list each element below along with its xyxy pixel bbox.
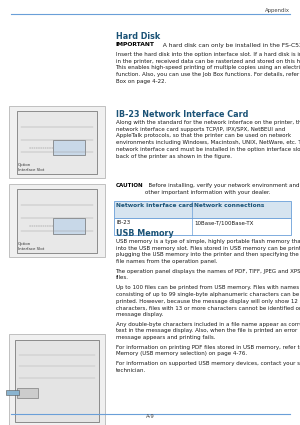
Text: Up to 100 files can be printed from USB memory. Files with names
consisting of u: Up to 100 files can be printed from USB … [116, 285, 300, 317]
FancyBboxPatch shape [9, 334, 105, 425]
FancyBboxPatch shape [17, 388, 38, 398]
Text: Network interface card: Network interface card [116, 203, 194, 208]
Text: A-9: A-9 [146, 414, 154, 419]
Text: Option
Interface Slot: Option Interface Slot [18, 242, 44, 251]
FancyBboxPatch shape [9, 184, 105, 257]
Text: For information on supported USB memory devices, contact your service
technician: For information on supported USB memory … [116, 361, 300, 373]
FancyBboxPatch shape [53, 139, 85, 155]
Text: IB-23 Network Interface Card: IB-23 Network Interface Card [116, 110, 248, 119]
Text: Hard Disk: Hard Disk [116, 32, 160, 41]
FancyBboxPatch shape [114, 218, 291, 235]
Text: CAUTION: CAUTION [116, 183, 143, 188]
Text: USB Memory: USB Memory [116, 230, 173, 238]
Text: Network connections: Network connections [194, 203, 265, 208]
Text: Before installing, verify your network environment and
other important informati: Before installing, verify your network e… [145, 183, 299, 195]
Text: For information on printing PDF files stored in USB memory, refer to USB
Memory : For information on printing PDF files st… [116, 345, 300, 357]
Text: Appendix: Appendix [265, 8, 290, 13]
Text: Along with the standard for the network interface on the printer, the
network in: Along with the standard for the network … [116, 120, 300, 159]
FancyBboxPatch shape [17, 111, 97, 174]
Text: 10Base-T/100Base-TX: 10Base-T/100Base-TX [194, 220, 254, 225]
FancyBboxPatch shape [53, 218, 85, 234]
FancyBboxPatch shape [114, 201, 291, 218]
Text: USB memory is a type of simple, highly portable flash memory that plugs
into the: USB memory is a type of simple, highly p… [116, 239, 300, 264]
Text: A hard disk can only be installed in the FS-C5250DN.: A hard disk can only be installed in the… [159, 42, 300, 48]
FancyBboxPatch shape [6, 390, 19, 395]
FancyBboxPatch shape [9, 106, 105, 178]
Text: IB-23: IB-23 [116, 220, 131, 225]
FancyBboxPatch shape [17, 189, 97, 253]
Text: The operation panel displays the names of PDF, TIFF, JPEG and XPS
files.: The operation panel displays the names o… [116, 269, 300, 281]
Text: Insert the hard disk into the option interface slot. If a hard disk is installed: Insert the hard disk into the option int… [116, 52, 300, 84]
FancyBboxPatch shape [15, 340, 99, 422]
Text: IMPORTANT: IMPORTANT [116, 42, 154, 48]
Text: Any double-byte characters included in a file name appear as corrupted
text in t: Any double-byte characters included in a… [116, 321, 300, 340]
Text: Option
Interface Slot: Option Interface Slot [18, 163, 44, 172]
